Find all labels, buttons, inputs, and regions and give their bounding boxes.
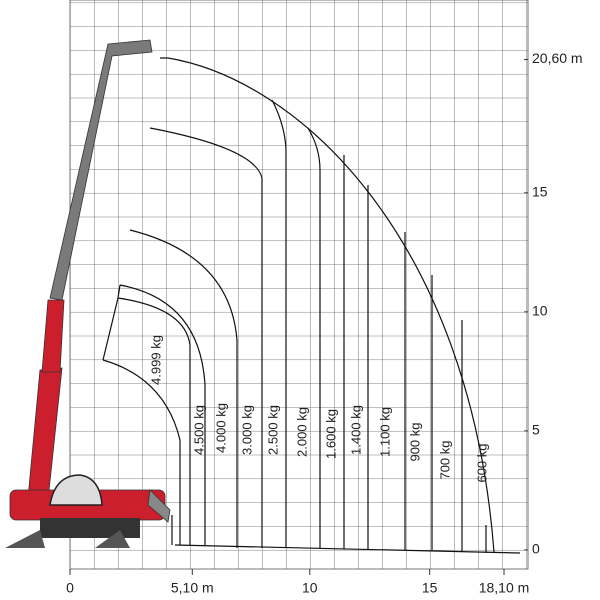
y-tick-label: 5 (532, 422, 540, 438)
x-tick-label: 18,10 m (479, 580, 530, 596)
y-tick-label: 20,60 m (532, 50, 583, 66)
x-tick-label: 15 (422, 580, 438, 596)
load-zone-label: 1.600 kg (323, 409, 338, 459)
load-zone-label: 4.500 kg (191, 405, 206, 455)
load-zone-label: 1.100 kg (377, 407, 392, 457)
load-zone-label: 4.999 kg (148, 335, 163, 385)
load-zone-label: 4.000 kg (213, 403, 228, 453)
machine (5, 39, 171, 548)
load-zone-label: 900 kg (407, 422, 422, 461)
x-tick-label: 5,10 m (171, 580, 214, 596)
load-zone-label: 700 kg (437, 440, 452, 479)
load-zone-label: 2.500 kg (265, 405, 280, 455)
y-tick-label: 0 (532, 541, 540, 557)
zone-boundaries (102, 57, 521, 554)
y-tick-label: 15 (532, 184, 548, 200)
minor-grid (70, 0, 528, 569)
load-zone-label: 2.000 kg (294, 407, 309, 457)
grid (69, 0, 529, 570)
load-zone-label: 3.000 kg (239, 405, 254, 455)
grid-frame (69, 0, 529, 570)
x-tick-label: 0 (66, 580, 74, 596)
x-tick-label: 10 (302, 580, 318, 596)
load-zone-label: 1.400 kg (348, 405, 363, 455)
load-zone-label: 600 kg (474, 443, 489, 482)
y-tick-label: 10 (532, 303, 548, 319)
